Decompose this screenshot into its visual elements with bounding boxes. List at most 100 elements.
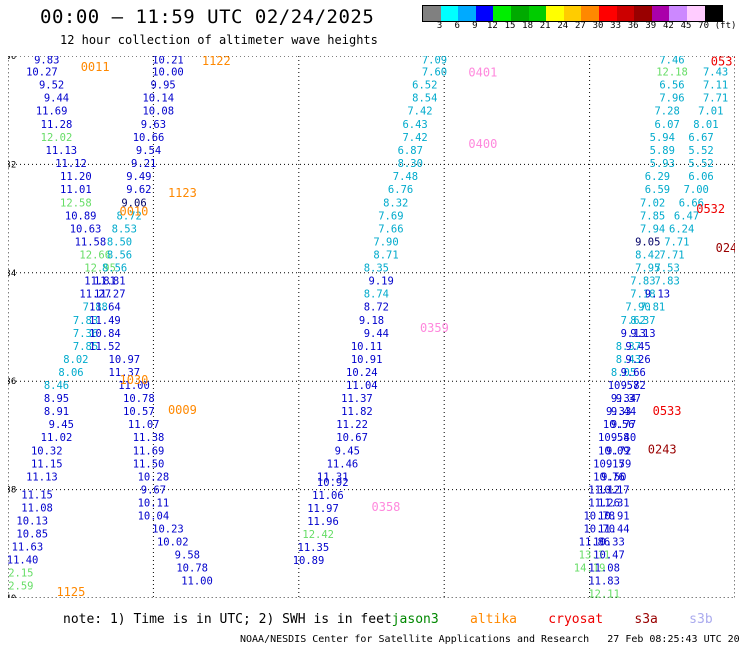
- lat-tick-label: -38: [8, 486, 16, 496]
- wave-height-value: 7.18: [630, 288, 655, 300]
- color-scale-tick: 21: [539, 21, 551, 31]
- wave-height-value: 10.04: [138, 511, 170, 523]
- wave-height-value: 11.20: [60, 171, 92, 183]
- wave-height-value: 12.18: [656, 67, 688, 79]
- wave-height-value: 7.62: [621, 315, 646, 327]
- wave-height-value: 7.90: [373, 236, 398, 248]
- wave-height-value: 11.08: [21, 502, 53, 514]
- wave-height-value: 5.89: [650, 145, 675, 157]
- wave-height-value: 7.71: [659, 249, 684, 261]
- wave-height-value: 10.63: [70, 223, 102, 235]
- wave-height-value: 8.32: [383, 197, 408, 209]
- wave-height-value: 9.44: [44, 93, 69, 105]
- wave-height-value: 10.78: [583, 511, 615, 523]
- lat-tick-label: -34: [8, 269, 16, 279]
- wave-height-value: 7.53: [654, 262, 679, 274]
- color-scale-ticks: 3 6 9 12 15 18 21 24 27 30 33 36 39 42 45 70 (ft): [422, 21, 737, 35]
- wave-height-value: 12.42: [302, 529, 334, 541]
- wave-height-value: 11.08: [588, 563, 620, 575]
- wave-height-value: 12.15: [8, 568, 33, 580]
- wave-height-value: 11.35: [298, 542, 330, 554]
- color-scale-tick: 36: [627, 21, 639, 31]
- color-scale-tick: 42: [662, 21, 674, 31]
- wave-height-value: 11.26: [588, 498, 620, 510]
- wave-height-value: 8.74: [364, 288, 389, 300]
- wave-height-value: 9.44: [364, 328, 389, 340]
- wave-height-value: 9.45: [49, 419, 74, 431]
- wave-height-value: 9.21: [131, 158, 156, 170]
- wave-height-value: 11.37: [341, 393, 373, 405]
- wave-height-value: 11.12: [588, 485, 620, 497]
- wave-height-value: 7.69: [378, 210, 403, 222]
- wave-height-value: 11.37: [109, 367, 141, 379]
- wave-height-value: 9.72: [606, 446, 631, 458]
- wave-height-value: 5.93: [650, 158, 675, 170]
- wave-height-value: 10.33: [593, 537, 625, 549]
- color-scale-unit: (ft): [714, 21, 737, 31]
- wave-height-value: 12.66: [79, 249, 111, 261]
- wave-height-value: 11.52: [89, 341, 121, 353]
- wave-height-value: 10.28: [138, 472, 170, 484]
- wave-height-value: 10.97: [109, 354, 141, 366]
- wave-height-value: 11.58: [75, 236, 107, 248]
- wave-height-value: 10.57: [123, 406, 155, 418]
- wave-height-value: 9.19: [369, 275, 394, 287]
- pass-time-label: 1125: [56, 585, 85, 598]
- wave-height-value: 10.89: [65, 210, 97, 222]
- color-swatch: [510, 6, 529, 21]
- wave-height-value: 9.50: [601, 472, 626, 484]
- wave-height-value: 7.48: [393, 171, 418, 183]
- satellite-legend-swot: swot: [713, 612, 740, 627]
- wave-height-value: 10.92: [317, 477, 349, 489]
- wave-height-value: 11.82: [341, 406, 373, 418]
- color-swatch: [475, 6, 494, 21]
- lat-tick-label: -30: [8, 56, 16, 62]
- wave-height-value: 11.31: [598, 498, 630, 510]
- wave-height-value: 10.24: [346, 367, 378, 379]
- color-scale-tick: 70: [698, 21, 710, 31]
- lat-tick-label: -32: [8, 160, 16, 170]
- color-scale-tick: 27: [574, 21, 586, 31]
- color-swatch: [598, 6, 617, 21]
- wave-height-value: 6.06: [688, 171, 713, 183]
- wave-height-value: 11.69: [36, 106, 68, 118]
- wave-height-value: 9.79: [606, 459, 631, 471]
- color-scale-tick: 24: [557, 21, 569, 31]
- wave-height-value: 7.36: [73, 328, 98, 340]
- wave-height-value: 10.70: [583, 524, 615, 536]
- wave-height-value: 7.83: [630, 275, 655, 287]
- wave-height-value: 6.76: [388, 184, 413, 196]
- wave-height-value: 7.43: [703, 67, 728, 79]
- wave-height-value: 10.27: [26, 67, 58, 79]
- wave-height-value: 7.85: [73, 341, 98, 353]
- wave-height-value: 9.33: [606, 406, 631, 418]
- wave-height-value: 9.13: [630, 328, 655, 340]
- wave-height-value: 11.27: [79, 288, 111, 300]
- wave-height-value: 11.50: [133, 459, 165, 471]
- wave-height-value: 6.66: [679, 197, 704, 209]
- wave-height-value: 6.47: [674, 210, 699, 222]
- wave-height-value: 11.07: [128, 419, 160, 431]
- wave-height-value: 10.47: [593, 550, 625, 562]
- wave-height-value: 9.58: [175, 550, 200, 562]
- wave-height-value: 11.40: [8, 555, 38, 567]
- wave-height-value: 11.04: [346, 380, 378, 392]
- wave-height-value: 10.23: [152, 524, 184, 536]
- wave-height-value: 10.13: [16, 515, 48, 527]
- pass-time-label: 1030: [119, 373, 148, 387]
- color-scale-tick: 15: [504, 21, 516, 31]
- color-swatch: [458, 6, 476, 21]
- color-swatch: [546, 6, 564, 21]
- wave-height-value: 9.63: [141, 119, 166, 131]
- wave-height-value: 11.28: [41, 119, 73, 131]
- wave-height-value: 10.67: [336, 432, 368, 444]
- wave-height-value: 11.44: [598, 524, 630, 536]
- wave-height-value: 11.13: [26, 472, 58, 484]
- wave-height-value: 10.56: [603, 419, 635, 431]
- color-swatch: [616, 6, 635, 21]
- lat-tick-label: -40: [8, 594, 16, 598]
- wave-height-value: 7.66: [378, 223, 403, 235]
- wave-height-value: 8.56: [107, 249, 132, 261]
- pass-time-label: 0533: [653, 404, 682, 418]
- wave-height-value: 10.11: [351, 341, 383, 353]
